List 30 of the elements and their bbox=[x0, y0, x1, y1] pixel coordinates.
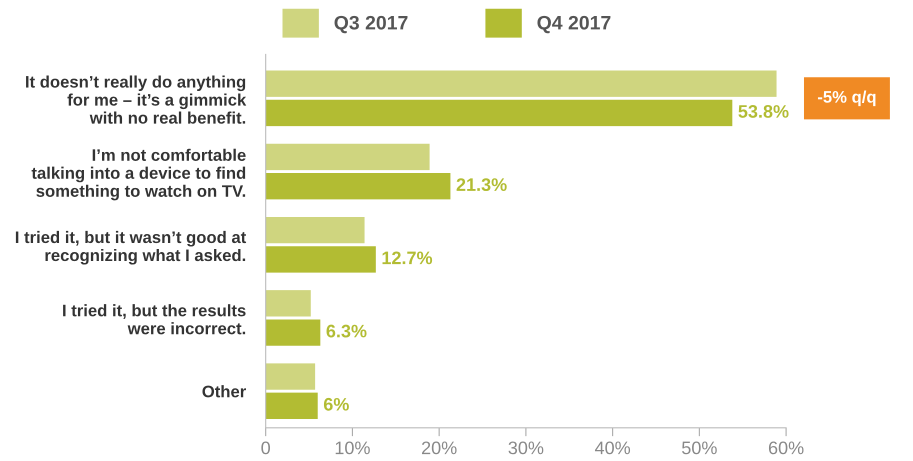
x-tick-label: 50% bbox=[682, 441, 717, 454]
legend-label: Q3 2017 bbox=[334, 16, 408, 34]
bar bbox=[266, 100, 732, 126]
bar bbox=[266, 290, 311, 317]
x-tick-label: 30% bbox=[508, 441, 544, 454]
y-tick-label: Other bbox=[202, 385, 246, 398]
data-label: 6.3% bbox=[326, 324, 367, 338]
bar bbox=[266, 319, 320, 346]
bar bbox=[266, 363, 316, 390]
x-tick-label: 60% bbox=[768, 441, 804, 454]
x-tick-label: 0 bbox=[261, 441, 270, 454]
legend-label: Q4 2017 bbox=[537, 16, 610, 34]
y-tick-label: I’m not comfortable talking into a device to find something to watch on TV. bbox=[32, 148, 246, 200]
bar bbox=[266, 246, 376, 273]
bar bbox=[266, 392, 318, 420]
x-tick-label: 20% bbox=[422, 441, 457, 454]
text: -5% q/q bbox=[818, 90, 876, 106]
y-tick-label: I tried it, but it wasn’t good at recognizing what I asked. bbox=[16, 230, 246, 265]
y-tick-label: I tried it, but the results were incorrect. bbox=[63, 304, 246, 334]
y-tick-label: It doesn’t really do anything for me – it’s a gimmick with no real benefit. bbox=[26, 75, 246, 124]
bar bbox=[266, 70, 777, 97]
data-label: 53.8% bbox=[738, 105, 789, 118]
bar bbox=[266, 144, 430, 170]
bar bbox=[266, 173, 450, 200]
x-tick-label: 40% bbox=[594, 441, 630, 454]
data-label: 21.3% bbox=[456, 178, 507, 192]
bar bbox=[266, 216, 365, 244]
data-label: 6% bbox=[324, 398, 349, 411]
data-label: 12.7% bbox=[382, 251, 432, 264]
x-tick-label: 10% bbox=[336, 441, 370, 454]
